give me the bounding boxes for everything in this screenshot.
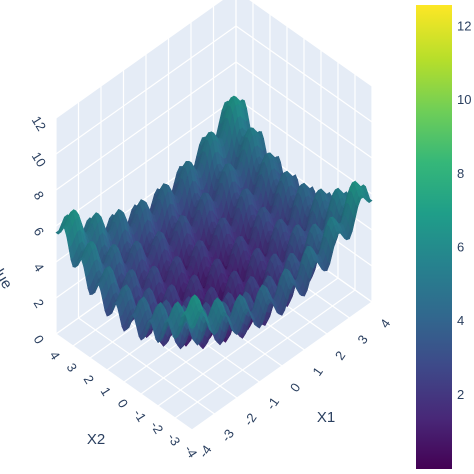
grid-line	[235, 61, 373, 159]
colorbar: 2 4 6 8 10 12	[416, 5, 471, 469]
z-axis-title: Value	[0, 251, 16, 292]
grid-line	[55, 61, 237, 191]
z-tick-label: 6	[31, 224, 48, 238]
grid-line	[174, 289, 356, 419]
grid-line	[55, 25, 237, 155]
grid-line	[235, 97, 373, 195]
z-tick-label: 10	[29, 149, 49, 169]
surface-mesh	[55, 95, 373, 350]
surface-patch	[189, 324, 196, 329]
grid-line	[191, 301, 373, 431]
x2-tick-label: -1	[130, 407, 149, 425]
colorbar-tick-label: 10	[457, 92, 471, 107]
grid-line	[157, 277, 339, 407]
grid-line	[249, 0, 373, 87]
grid-line	[55, 0, 223, 119]
colorbar-gradient	[416, 5, 452, 469]
colorbar-tick-label: 2	[457, 387, 464, 402]
x2-tick-label: 2	[81, 372, 98, 386]
x1-tick-label: 3	[354, 332, 370, 347]
z-tick-label: 4	[31, 260, 48, 274]
z-tick-label: 2	[31, 296, 48, 310]
x1-tick-label: -2	[241, 410, 260, 428]
colorbar-tick-label: 4	[457, 313, 464, 328]
colorbar-tick-label: 6	[457, 239, 464, 254]
z-tick-label: 0	[31, 332, 48, 346]
x1-tick-label: 2	[332, 348, 348, 363]
x2-tick-label: 0	[115, 396, 132, 410]
z-tick-label: 12	[29, 113, 49, 133]
x2-tick-label: -2	[147, 419, 166, 437]
grid-line	[55, 97, 237, 227]
x2-tick-label: -3	[164, 431, 183, 449]
colorbar-tick-label: 12	[457, 19, 471, 34]
x2-tick-label: 1	[98, 384, 115, 398]
x1-tick-label: 0	[287, 380, 303, 395]
x2-axis-title: X2	[87, 431, 105, 448]
x1-tick-label: 4	[377, 316, 393, 331]
x2-tick-label: 3	[64, 360, 81, 374]
x2-tick-label: -4	[181, 443, 200, 461]
grid-line	[235, 25, 373, 123]
colorbar-tick-label: 8	[457, 166, 464, 181]
z-tick-label: 8	[31, 188, 48, 202]
x1-axis-title: X1	[317, 409, 335, 426]
x2-tick-label: 4	[47, 348, 64, 362]
x1-tick-label: -3	[218, 426, 237, 444]
x1-tick-label: -1	[263, 394, 282, 412]
x1-tick-label: 1	[309, 364, 325, 379]
